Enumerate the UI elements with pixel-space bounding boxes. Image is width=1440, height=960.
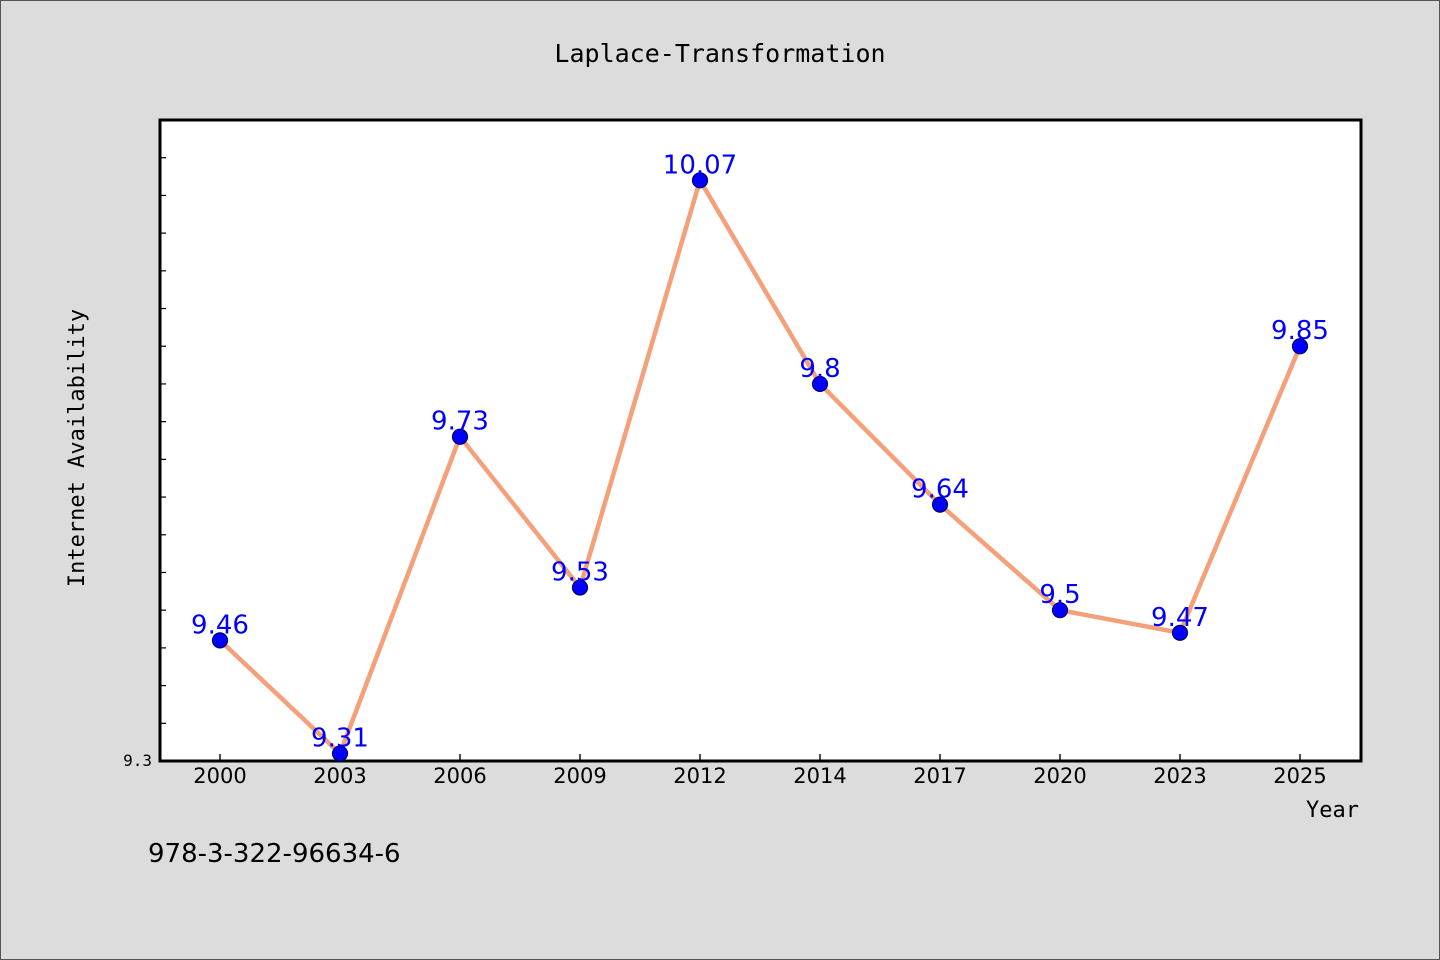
x-tick-label: 2009 bbox=[553, 764, 606, 788]
series-line bbox=[217, 178, 1303, 756]
data-label: 9.85 bbox=[1271, 316, 1329, 346]
data-label: 9.8 bbox=[799, 354, 840, 384]
footnote-isbn: 978-3-322-96634-6 bbox=[148, 839, 401, 869]
data-label: 9.64 bbox=[911, 475, 969, 505]
series-group: 9.46 9.31 9.73 9.53 10.07 9.8 9.64 9.5 9.47 9.85 bbox=[191, 150, 1329, 762]
x-tick-label: 2003 bbox=[313, 764, 366, 788]
data-point bbox=[1171, 624, 1189, 641]
x-tick-label: 2020 bbox=[1033, 764, 1086, 788]
y-axis-ticks bbox=[160, 119, 166, 762]
data-label: 9.31 bbox=[311, 723, 369, 753]
data-label: 10.07 bbox=[663, 150, 737, 180]
y-tick-label: 9.3 bbox=[123, 751, 152, 770]
data-point bbox=[211, 632, 229, 649]
y-axis-label: Internet Availability bbox=[65, 309, 90, 587]
x-tick-label: 2014 bbox=[793, 764, 846, 788]
data-point bbox=[1291, 338, 1309, 355]
data-point bbox=[331, 745, 349, 762]
data-label: 9.5 bbox=[1039, 580, 1080, 610]
chart-title: Laplace-Transformation bbox=[554, 39, 885, 68]
x-tick-label: 2012 bbox=[673, 764, 726, 788]
data-label: 9.47 bbox=[1151, 603, 1209, 633]
x-tick-label: 2025 bbox=[1273, 764, 1326, 788]
x-tick-label: 2006 bbox=[433, 764, 486, 788]
data-point bbox=[691, 172, 709, 189]
data-label: 9.46 bbox=[191, 610, 249, 640]
x-tick-label: 2000 bbox=[193, 764, 246, 788]
data-point bbox=[1051, 602, 1069, 619]
data-point bbox=[931, 496, 949, 513]
data-point bbox=[451, 428, 469, 445]
data-label: 9.73 bbox=[431, 407, 489, 437]
x-tick-label: 2023 bbox=[1153, 764, 1206, 788]
x-axis-label: Year bbox=[1306, 798, 1359, 823]
x-tick-label: 2017 bbox=[913, 764, 966, 788]
data-point bbox=[571, 579, 589, 596]
data-label: 9.53 bbox=[551, 558, 609, 588]
data-point bbox=[811, 375, 829, 393]
x-axis-ticks: 2000 2003 2006 2009 2012 2014 2017 2020 2023 2025 bbox=[193, 754, 1327, 788]
plot-area bbox=[158, 118, 1363, 763]
